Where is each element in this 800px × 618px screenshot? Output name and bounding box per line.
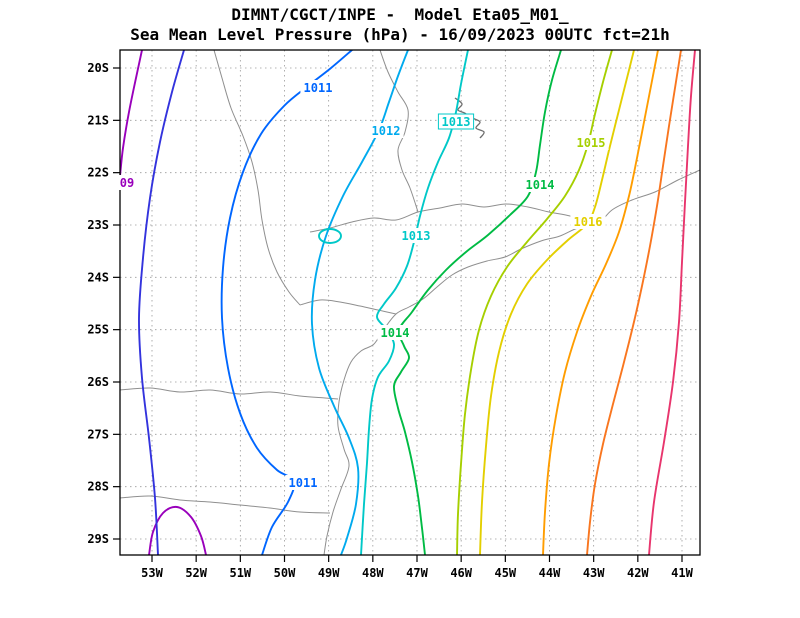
y-tick-label: 28S (87, 480, 109, 494)
x-tick-label: 48W (362, 566, 384, 580)
plot-border (119, 49, 701, 556)
isobar-1018 (586, 50, 682, 555)
isobar-1017 (542, 50, 659, 555)
y-tick-label: 23S (87, 218, 109, 232)
x-tick-label: 44W (539, 566, 561, 580)
isobar-1013 (360, 50, 469, 555)
contour-label-1013: 1013 (442, 115, 471, 129)
y-tick-label: 29S (87, 532, 109, 546)
contour-label-1013: 1013 (402, 229, 431, 243)
x-tick-label: 53W (141, 566, 163, 580)
state-border-sc-rs (119, 495, 331, 514)
contour-label-bg (368, 123, 404, 138)
contour-label-bg (437, 113, 475, 130)
state-border-parana-river (213, 49, 301, 306)
isobar-1009 (120, 50, 143, 177)
x-tick-label: 50W (274, 566, 296, 580)
reservoir (471, 117, 485, 139)
contour-label-1014: 1014 (526, 178, 555, 192)
y-tick-label: 20S (87, 61, 109, 75)
contour-label-bg (377, 325, 413, 340)
contour-label-1012: 1012 (372, 124, 401, 138)
y-tick-label: 26S (87, 375, 109, 389)
isobar-1015 (456, 50, 613, 555)
contour-label-1014: 1014 (381, 326, 410, 340)
y-tick-label: 25S (87, 323, 109, 337)
contour-label-bg (285, 475, 321, 490)
y-tick-label: 21S (87, 113, 109, 127)
isobar-1019 (648, 50, 696, 555)
contour-label-bg (573, 135, 609, 150)
x-tick-label: 52W (185, 566, 207, 580)
isobar-closed-1013 (318, 228, 342, 244)
contour-label-bg (300, 80, 336, 95)
x-tick-label: 41W (671, 566, 693, 580)
isobar-1014 (393, 50, 562, 555)
contour-label-bg (570, 214, 606, 229)
contour-label-1011: 1011 (304, 81, 333, 95)
x-tick-label: 51W (229, 566, 251, 580)
contour-label-1016: 1016 (574, 215, 603, 229)
isobar-1012 (310, 50, 409, 555)
x-tick-label: 46W (450, 566, 472, 580)
contour-label-bg (522, 177, 558, 192)
isobar-1009 (148, 505, 207, 555)
y-tick-label: 24S (87, 270, 109, 284)
coastline (323, 169, 701, 556)
contour-label-bg (116, 175, 138, 190)
contour-label-bg (398, 228, 434, 243)
state-border-pr-sc (119, 387, 339, 400)
contour-label-1015: 1015 (577, 136, 606, 150)
x-tick-label: 45W (494, 566, 516, 580)
contour-label-1009: 09 (120, 176, 134, 190)
x-tick-label: 47W (406, 566, 428, 580)
state-border-sp-mg (309, 203, 597, 233)
isobar-1016 (479, 50, 635, 555)
chart-title: DIMNT/CGCT/INPE - Model Eta05_M01_ (231, 5, 569, 24)
x-tick-label: 42W (627, 566, 649, 580)
y-tick-label: 22S (87, 166, 109, 180)
isobar-1010 (138, 50, 185, 555)
x-tick-label: 49W (318, 566, 340, 580)
y-tick-label: 27S (87, 427, 109, 441)
contour-label-1011: 1011 (289, 476, 318, 490)
chart-subtitle: Sea Mean Level Pressure (hPa) - 16/09/20… (130, 25, 670, 44)
state-border-mg-west (379, 49, 419, 213)
x-tick-label: 43W (583, 566, 605, 580)
